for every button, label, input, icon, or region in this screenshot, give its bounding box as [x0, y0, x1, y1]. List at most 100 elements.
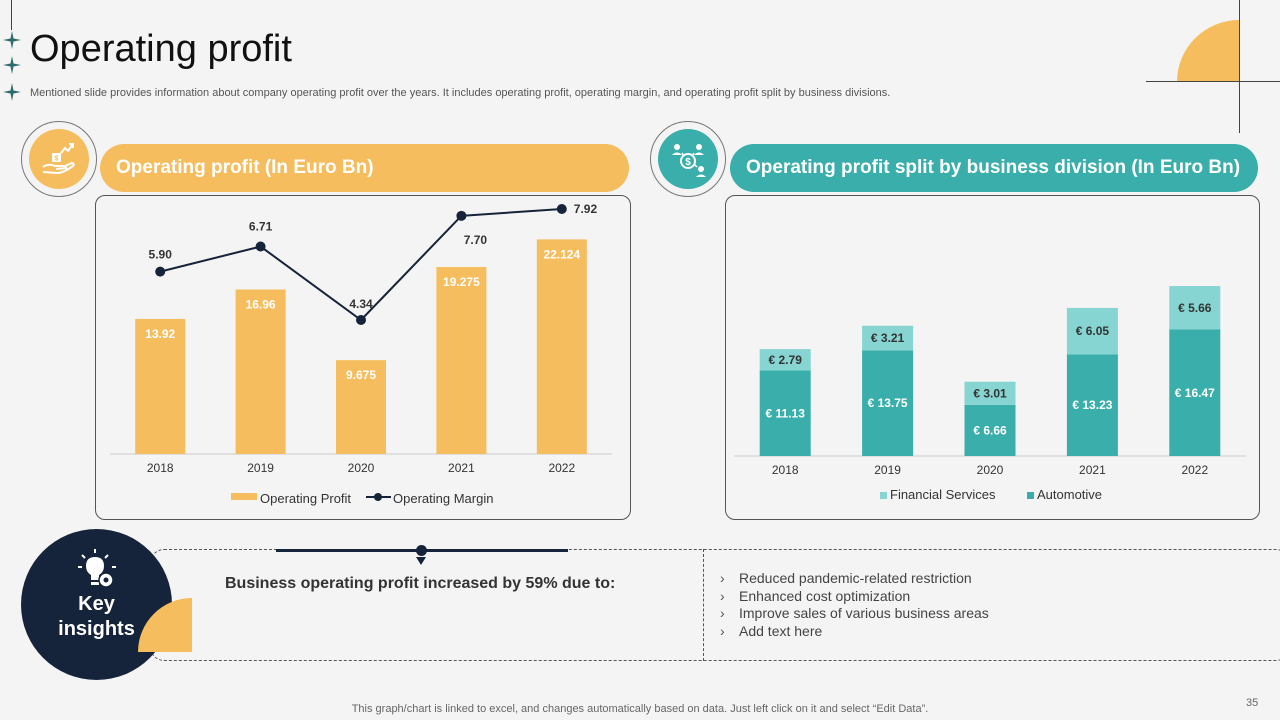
business-network-dollar-icon: $ [658, 129, 718, 189]
key-insights-label: Key insights [21, 592, 172, 642]
page-title: Operating profit [30, 28, 292, 70]
bar-financial-services [759, 349, 811, 371]
page-subtitle: Mentioned slide provides information abo… [30, 87, 891, 99]
bar-label-financial-services: € 3.01 [973, 386, 1007, 400]
bar-label-financial-services: € 6.05 [1076, 324, 1110, 338]
x-tick-label: 2020 [348, 461, 375, 475]
bar-label-automotive: € 16.47 [1175, 386, 1215, 400]
x-tick-label: 2022 [1181, 463, 1208, 477]
bar-label-automotive: € 13.75 [868, 396, 908, 410]
sparkle-icon [3, 56, 21, 74]
decorative-line [11, 0, 12, 30]
point-operating-margin [356, 315, 366, 325]
bar-financial-services [1169, 286, 1221, 330]
legend-swatch-financial-services [880, 492, 887, 499]
bar-label: 9.675 [346, 368, 376, 382]
bar-label-automotive: € 13.23 [1072, 398, 1112, 412]
footer-note: This graph/chart is linked to excel, and… [351, 703, 929, 715]
sparkle-icon [3, 83, 21, 101]
business-division-chart: € 11.13 € 2.79 2018 € 13.75 € 3.21 2019 € 6.66… [734, 286, 1246, 502]
point-operating-margin [155, 266, 166, 277]
line-label: 7.92 [574, 202, 598, 216]
operating-profit-heading: Operating profit (In Euro Bn) [100, 144, 629, 192]
bar-automotive [862, 350, 914, 456]
bar-automotive [759, 370, 811, 456]
key-insights-badge [21, 529, 172, 680]
legend-label: Automotive [1037, 487, 1102, 502]
bar-operating-profit [135, 318, 186, 454]
bar-automotive [964, 404, 1016, 456]
legend-label: Operating Profit [260, 491, 351, 506]
bar-financial-services [862, 325, 914, 351]
down-arrow-icon [416, 557, 426, 565]
legend-label: Financial Services [890, 487, 996, 502]
list-item-text: Improve sales of various business areas [739, 605, 989, 622]
list-item: › Reduced pandemic-related restriction [720, 570, 989, 588]
bar-label: 19.275 [443, 275, 480, 289]
bar-label: 16.96 [246, 297, 276, 311]
x-tick-label: 2021 [1079, 463, 1106, 477]
sparkle-icon [3, 31, 21, 49]
operating-profit-chart: 13.92 2018 16.96 2019 9.675 2020 19.275 2021 22.… [110, 202, 612, 506]
bar-label-financial-services: € 3.21 [871, 331, 905, 345]
bar-operating-profit [336, 360, 386, 454]
legend-marker-operating-margin [374, 493, 382, 501]
bar-label-automotive: € 6.66 [973, 423, 1007, 437]
bar-label-financial-services: € 5.66 [1178, 301, 1212, 315]
line-label: 7.70 [464, 233, 488, 247]
chevron-right-icon: › [720, 587, 725, 604]
insights-list: › Reduced pandemic-related restriction › E… [720, 570, 989, 641]
x-tick-label: 2021 [448, 461, 475, 475]
legend-swatch-operating-profit [231, 493, 257, 500]
insights-box [150, 549, 1280, 661]
icon-badge: $ [650, 121, 726, 197]
svg-text:$: $ [55, 156, 59, 163]
decorative-line [1146, 81, 1280, 82]
legend-label: Operating Margin [393, 491, 493, 506]
bar-operating-profit [436, 267, 487, 454]
list-item: › Add text here [720, 623, 989, 641]
bar-operating-profit [536, 239, 587, 454]
x-tick-label: 2019 [874, 463, 901, 477]
line-label: 6.71 [249, 220, 273, 234]
page-number: 35 [1246, 697, 1259, 709]
icon-badge: $ [21, 121, 97, 197]
key-insights-line2: insights [58, 618, 135, 640]
chevron-right-icon: › [720, 605, 725, 622]
list-item: › Improve sales of various business areas [720, 605, 989, 623]
bar-financial-services [1066, 307, 1118, 355]
bar-operating-profit [235, 289, 286, 454]
bar-label: 13.92 [145, 327, 175, 341]
decorative-line [1239, 0, 1240, 133]
point-operating-margin [556, 204, 567, 214]
chevron-right-icon: › [720, 623, 725, 640]
svg-text:$: $ [685, 157, 691, 168]
hand-money-growth-icon: $ [29, 129, 89, 189]
business-division-heading: Operating profit split by business divis… [730, 144, 1258, 192]
bar-financial-services [964, 381, 1016, 405]
x-tick-label: 2020 [977, 463, 1004, 477]
line-label: 5.90 [149, 248, 173, 262]
chevron-right-icon: › [720, 570, 725, 586]
point-operating-margin [456, 210, 467, 221]
x-tick-label: 2022 [548, 461, 575, 475]
x-tick-label: 2019 [247, 461, 274, 475]
lightbulb-gear-icon [78, 549, 116, 588]
list-item-text: Add text here [739, 623, 823, 640]
bar-label-automotive: € 11.13 [766, 406, 806, 420]
line-label: 4.34 [349, 297, 373, 311]
insights-divider [703, 549, 704, 661]
bar-label: 22.124 [543, 247, 580, 261]
key-insights-line1: Key [78, 593, 115, 615]
bar-automotive [1066, 354, 1118, 456]
list-item-text: Enhanced cost optimization [739, 587, 911, 604]
list-item-text: Reduced pandemic-related restriction [739, 570, 972, 586]
bar-label-financial-services: € 2.79 [769, 353, 803, 367]
insights-headline: Business operating profit increased by 5… [225, 575, 616, 592]
timeline-dot [416, 545, 427, 556]
x-tick-label: 2018 [147, 461, 174, 475]
x-tick-label: 2018 [772, 463, 799, 477]
legend-swatch-automotive [1027, 492, 1034, 499]
list-item: › Enhanced cost optimization [720, 588, 989, 606]
point-operating-margin [255, 241, 266, 252]
